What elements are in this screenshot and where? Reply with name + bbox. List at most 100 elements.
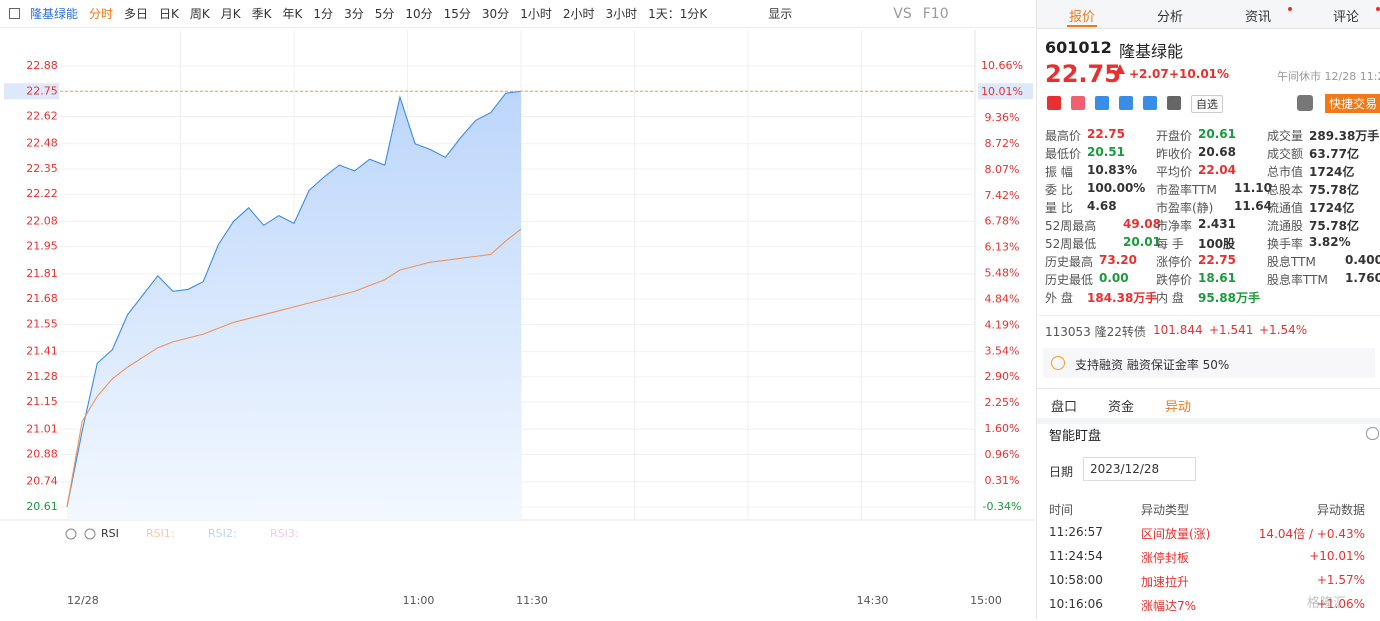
badge-icon[interactable] [1119, 96, 1133, 110]
y2-tick-label: 6.13% [985, 241, 1020, 254]
bell-icon[interactable] [1297, 95, 1313, 111]
period-tab[interactable]: 3分 [344, 7, 364, 21]
indicator-name: RSI [101, 527, 119, 540]
badge-icon[interactable] [1047, 96, 1061, 110]
vs-button[interactable]: VS [893, 5, 912, 22]
field-value: 20.51 [1087, 145, 1125, 159]
period-tab[interactable]: 分时 [89, 7, 114, 21]
field-value: 1724亿 [1309, 165, 1355, 179]
divider [1037, 388, 1380, 389]
panel-tab[interactable]: 分析 [1157, 10, 1184, 25]
field-value: 75.78亿 [1309, 219, 1359, 233]
period-tab[interactable]: 3小时 [605, 7, 638, 21]
sub-tab[interactable]: 异动 [1165, 400, 1192, 415]
period-tab[interactable]: 1小时 [520, 7, 552, 21]
trade-button[interactable]: 快捷交易 [1325, 94, 1380, 113]
field-value: 100股 [1198, 237, 1236, 251]
tab-bar-bg [1037, 0, 1380, 29]
y2-tick-label: 3.54% [985, 344, 1020, 357]
y-tick-label: 22.75 [26, 84, 58, 97]
field-label: 市盈率(静) [1156, 201, 1214, 215]
y-tick-label: 21.01 [26, 422, 58, 435]
close-icon [84, 528, 96, 540]
field-value: 22.75 [1198, 253, 1236, 267]
period-tab[interactable]: 5分 [374, 7, 395, 21]
field-label: 股息TTM [1267, 255, 1316, 269]
f10-button[interactable]: F10 [922, 5, 949, 22]
settings-icon [65, 528, 77, 540]
field-label: 最高价 [1045, 129, 1082, 143]
panel-tab[interactable]: 报价 [1069, 10, 1096, 25]
field-value: 100.00% [1087, 181, 1146, 195]
field-label: 最低价 [1045, 147, 1082, 161]
period-tab[interactable]: 30分 [481, 7, 510, 21]
field-value: 20.68 [1198, 145, 1236, 159]
field-label: 每 手 [1156, 237, 1184, 251]
y-tick-label: 22.08 [26, 214, 58, 227]
tick-highlight [978, 83, 1033, 100]
notice-dot [1288, 7, 1292, 11]
y-tick-label: 20.61 [26, 500, 58, 513]
table-cell: +1.57% [1316, 573, 1365, 587]
y2-tick-label: 8.72% [985, 137, 1020, 150]
field-label: 成交量 [1267, 129, 1304, 143]
period-tab[interactable]: 周K [189, 7, 210, 21]
period-tab[interactable]: 15分 [443, 7, 471, 21]
y2-tick-label: 10.01% [981, 85, 1023, 98]
bond-pct: +1.54% [1259, 323, 1308, 337]
y-tick-label: 22.48 [26, 137, 58, 150]
badge-icon[interactable] [1095, 96, 1109, 110]
field-value: 10.83% [1087, 163, 1137, 177]
field-value: 0.00 [1099, 271, 1129, 285]
gear-icon[interactable] [1366, 427, 1379, 440]
change: +2.07 [1129, 67, 1169, 81]
field-label: 52周最低 [1045, 237, 1097, 251]
field-value: 18.61 [1198, 271, 1236, 285]
table-cell: 14.04倍 / +0.43% [1258, 527, 1365, 541]
y2-tick-label: 5.48% [985, 267, 1020, 280]
period-tab[interactable]: 月K [220, 7, 241, 21]
bond-name: 113053 隆22转债 [1045, 325, 1146, 339]
field-label: 流通股 [1267, 219, 1304, 233]
date-select[interactable]: 2023/12/28 [1083, 457, 1197, 481]
watch-button[interactable]: 自选 [1191, 95, 1223, 113]
indicator-line: RSI2: [208, 527, 237, 540]
field-label: 平均价 [1156, 165, 1193, 179]
table-header: 异动类型 [1141, 503, 1190, 517]
period-tab[interactable]: 2小时 [562, 7, 595, 21]
table-cell: 11:26:57 [1049, 525, 1103, 539]
field-label: 跌停价 [1156, 273, 1193, 287]
period-tab[interactable]: 日K [159, 7, 179, 21]
table-cell: 10:58:00 [1049, 573, 1103, 587]
sub-tab[interactable]: 资金 [1108, 400, 1135, 415]
period-tab[interactable]: 1天：1分K [648, 7, 708, 21]
y2-tick-label: 9.36% [985, 111, 1020, 124]
toolbar: 隆基绿能 分时 多日 日K 周K 月K 季K 年K 1分 3分 5分 10分 15分 30分 1小时 2小时 3… [0, 0, 1035, 28]
period-tab[interactable]: 多日 [124, 7, 149, 21]
field-value: 49.08 [1123, 217, 1161, 231]
field-value: 3.82% [1309, 235, 1351, 249]
sub-tab[interactable]: 盘口 [1051, 400, 1078, 415]
period-tab[interactable]: 季K [251, 7, 272, 21]
field-label: 市盈率TTM [1156, 183, 1217, 197]
panel-tab[interactable]: 资讯 [1245, 10, 1272, 25]
badge-icon[interactable] [1143, 96, 1157, 110]
period-tab[interactable]: 1分 [313, 7, 334, 21]
table-cell: +1.06% [1316, 597, 1365, 611]
field-value: 22.04 [1198, 163, 1236, 177]
field-value: 95.88万手 [1198, 291, 1260, 305]
table-cell: 涨停封板 [1141, 551, 1190, 565]
field-value: 22.75 [1087, 127, 1125, 141]
badge-icon[interactable] [1071, 96, 1085, 110]
y-tick-label: 22.88 [26, 59, 58, 72]
field-label: 市净率 [1156, 219, 1193, 233]
period-tab[interactable]: 年K [282, 7, 303, 21]
y2-tick-label: 0.31% [985, 474, 1020, 487]
period-tab[interactable]: 10分 [405, 7, 433, 21]
field-label: 历史最高 [1045, 255, 1094, 269]
display-button[interactable]: 显示 [768, 7, 793, 21]
panel-tab[interactable]: 评论 [1333, 10, 1360, 25]
price-line [66, 90, 522, 508]
badge-icon[interactable] [1167, 96, 1181, 110]
field-label: 流通值 [1267, 201, 1304, 215]
